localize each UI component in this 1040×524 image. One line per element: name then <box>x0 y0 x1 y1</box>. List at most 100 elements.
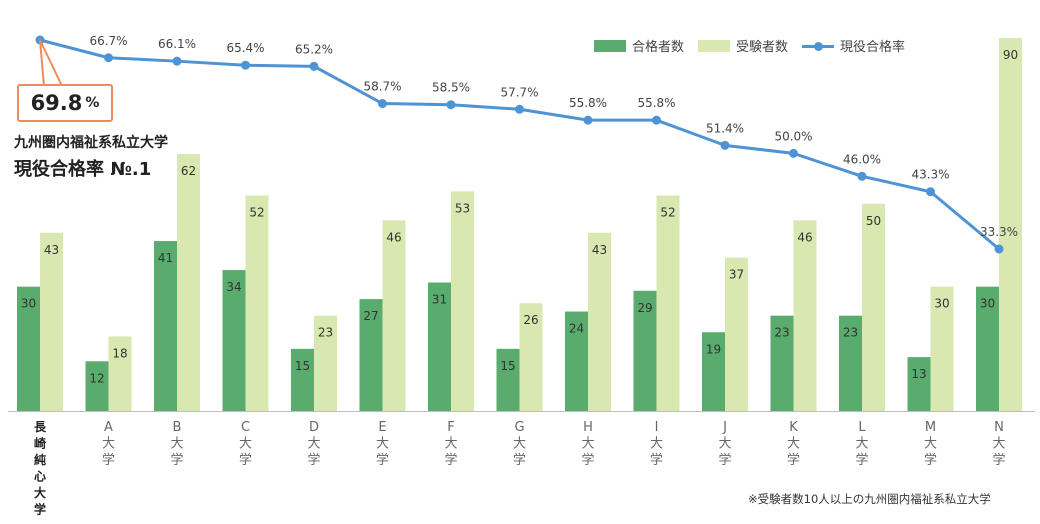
rate-callout: 69.8 % <box>17 84 113 122</box>
bar-examinees <box>588 232 611 411</box>
x-tick-label: 学 <box>34 502 46 517</box>
bar-label-passers: 15 <box>295 359 310 373</box>
bar-label-passers: 29 <box>637 301 652 315</box>
callout-unit: % <box>85 95 100 111</box>
x-tick-label: 崎 <box>34 436 46 451</box>
x-tick-label: J <box>722 420 727 435</box>
bar-label-examinees: 53 <box>455 201 470 215</box>
bar-passers <box>291 348 314 411</box>
legend-swatch-rate <box>802 40 835 52</box>
rate-label: 46.0% <box>843 152 881 166</box>
bar-examinees <box>382 220 406 411</box>
rate-label: 55.8% <box>569 96 607 110</box>
x-tick-label: 学 <box>102 452 115 468</box>
bar-passers <box>907 357 931 411</box>
legend-label-rate: 現役合格率 <box>840 40 906 55</box>
legend-label-examinees: 受験者数 <box>736 40 789 55</box>
bar-label-passers: 34 <box>226 280 241 294</box>
x-tick-label: 大 <box>650 437 663 452</box>
bar-label-passers: 23 <box>843 326 858 340</box>
bar-label-passers: 15 <box>500 359 515 373</box>
rate-label: 58.5% <box>432 81 470 95</box>
x-tick-label: K <box>789 420 798 435</box>
legend-swatch-passers <box>594 39 626 52</box>
bar-examinees <box>725 257 748 411</box>
bar-label-passers: 30 <box>21 297 36 311</box>
x-tick-label: 大 <box>444 437 457 452</box>
rate-label: 55.8% <box>637 96 675 110</box>
x-tick-label: 学 <box>444 452 457 468</box>
bar-label-examinees: 26 <box>523 313 538 327</box>
x-tick-label: 大 <box>992 437 1005 452</box>
x-tick-label: C <box>241 420 250 435</box>
bar-examinees <box>999 38 1022 411</box>
x-tick-label: F <box>447 420 454 435</box>
bar-passers <box>359 299 383 411</box>
rate-point <box>241 60 250 70</box>
x-axis-labels: 長崎純心大学A大学B大学C大学D大学E大学F大学G大学H大学I大学J大学K大学L… <box>34 419 1006 517</box>
bar-label-passers: 23 <box>774 326 789 340</box>
x-tick-label: 純 <box>34 452 46 467</box>
rate-point <box>378 99 387 109</box>
x-tick-label: 大 <box>239 437 252 452</box>
bar-passers <box>565 311 588 411</box>
x-tick-label: 学 <box>650 452 663 468</box>
bar-examinees <box>793 220 817 411</box>
bar-label-passers: 19 <box>706 342 721 356</box>
legend: 合格者数 受験者数 現役合格率 <box>594 36 905 55</box>
bar-label-passers: 30 <box>980 297 995 311</box>
rate-label: 66.7% <box>89 34 127 48</box>
bar-examinees <box>519 303 543 411</box>
bar-passers <box>85 361 109 411</box>
x-tick-label: 学 <box>376 452 389 468</box>
bar-label-passers: 12 <box>89 371 104 385</box>
x-tick-label: 大 <box>307 437 320 452</box>
bar-label-examinees: 46 <box>797 230 812 244</box>
x-tick-label: L <box>858 420 866 435</box>
bar-passers <box>17 286 40 411</box>
bar-examinees <box>108 336 132 411</box>
bar-label-passers: 31 <box>432 293 447 307</box>
x-tick-label: A <box>104 420 113 435</box>
rate-point <box>720 140 730 150</box>
legend-item-rate: 現役合格率 <box>802 36 905 55</box>
x-tick-label: 大 <box>924 437 937 452</box>
bar-label-examinees: 30 <box>934 297 949 311</box>
x-tick-label: G <box>514 420 524 435</box>
x-tick-label: D <box>309 420 319 435</box>
bar-label-examinees: 90 <box>1003 48 1018 62</box>
x-tick-label: 大 <box>855 437 868 452</box>
bar-examinees <box>656 195 680 411</box>
x-tick-label: M <box>925 420 936 435</box>
x-tick-label: 大 <box>34 485 46 500</box>
x-tick-label: E <box>378 420 386 435</box>
x-tick-label: 長 <box>34 419 47 434</box>
legend-item-passers: 合格者数 <box>594 36 684 55</box>
rate-point <box>857 171 867 181</box>
rate-label: 51.4% <box>706 121 744 135</box>
chart-title: 現役合格率 №.1 <box>14 159 152 180</box>
rate-label: 57.7% <box>500 85 538 99</box>
rate-point <box>926 187 935 197</box>
bar-passers <box>702 332 725 411</box>
rate-label: 33.3% <box>980 225 1018 239</box>
x-tick-label: 大 <box>718 437 731 452</box>
bar-label-passers: 27 <box>363 309 378 323</box>
bar-examinees <box>245 195 269 411</box>
footnote: ※受験者数10人以上の九州圏内福祉系私立大学 <box>748 492 991 506</box>
x-tick-label: 学 <box>855 452 868 468</box>
bar-examinees <box>40 232 63 411</box>
bar-label-examinees: 43 <box>592 243 607 257</box>
x-tick-label: 学 <box>239 452 252 468</box>
rate-point <box>309 61 319 71</box>
bar-passers <box>770 315 794 411</box>
bar-label-examinees: 52 <box>660 205 675 219</box>
x-tick-label: 大 <box>513 437 526 452</box>
bar-label-passers: 24 <box>569 322 584 336</box>
bar-examinees <box>862 203 885 411</box>
bar-examinees <box>451 191 474 411</box>
bar-passers <box>976 286 999 411</box>
bars-layer: 30 43 12 18 41 62 34 52 15 23 27 46 31 53 15 26 24 43 29 52… <box>8 38 1035 412</box>
rate-label: 58.7% <box>363 80 401 94</box>
rate-point <box>994 244 1004 254</box>
